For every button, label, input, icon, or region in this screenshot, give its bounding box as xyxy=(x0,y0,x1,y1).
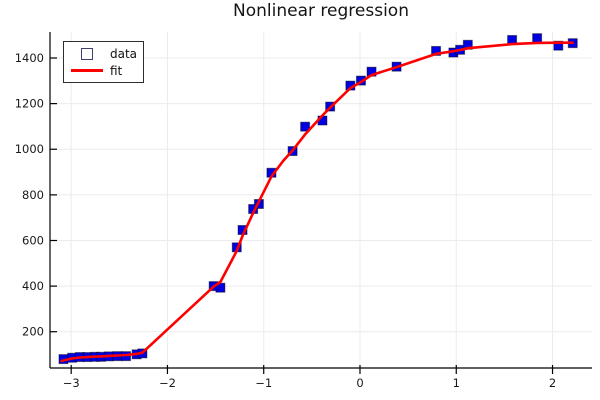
legend-entry-data: data xyxy=(64,45,143,62)
data-point xyxy=(553,40,564,51)
y-tick-label: 1400 xyxy=(15,51,44,65)
y-tick-label: 1200 xyxy=(15,97,44,111)
data-marker-icon xyxy=(81,47,93,60)
data-point xyxy=(431,45,442,56)
x-tick-label: −1 xyxy=(255,376,272,390)
chart-title: Nonlinear regression xyxy=(233,1,409,21)
fit-line-icon xyxy=(71,69,103,72)
fit-line xyxy=(60,41,575,363)
x-tick-label: −2 xyxy=(159,376,176,390)
y-tick-label: 1000 xyxy=(15,142,44,156)
legend-label-fit: fit xyxy=(110,63,123,78)
data-points xyxy=(58,33,578,365)
legend: data fit xyxy=(63,41,144,83)
x-tick-label: 2 xyxy=(549,376,556,390)
y-tick-label: 200 xyxy=(22,325,44,339)
data-point xyxy=(532,33,543,44)
y-tick-label: 800 xyxy=(22,188,44,202)
data-point xyxy=(300,121,311,132)
legend-label-data: data xyxy=(110,46,138,61)
y-tick-label: 600 xyxy=(22,233,44,247)
x-tick-label: 0 xyxy=(356,376,363,390)
tick-labels: −3 −2 −1 0 1 2 200 400 600 800 1000 1200 1400 xyxy=(15,51,556,390)
legend-entry-fit: fit xyxy=(64,62,143,79)
x-tick-label: 1 xyxy=(453,376,460,390)
y-tick-label: 400 xyxy=(22,279,44,293)
axes xyxy=(49,32,592,374)
fit-curve xyxy=(60,41,575,363)
x-tick-label: −3 xyxy=(63,376,80,390)
